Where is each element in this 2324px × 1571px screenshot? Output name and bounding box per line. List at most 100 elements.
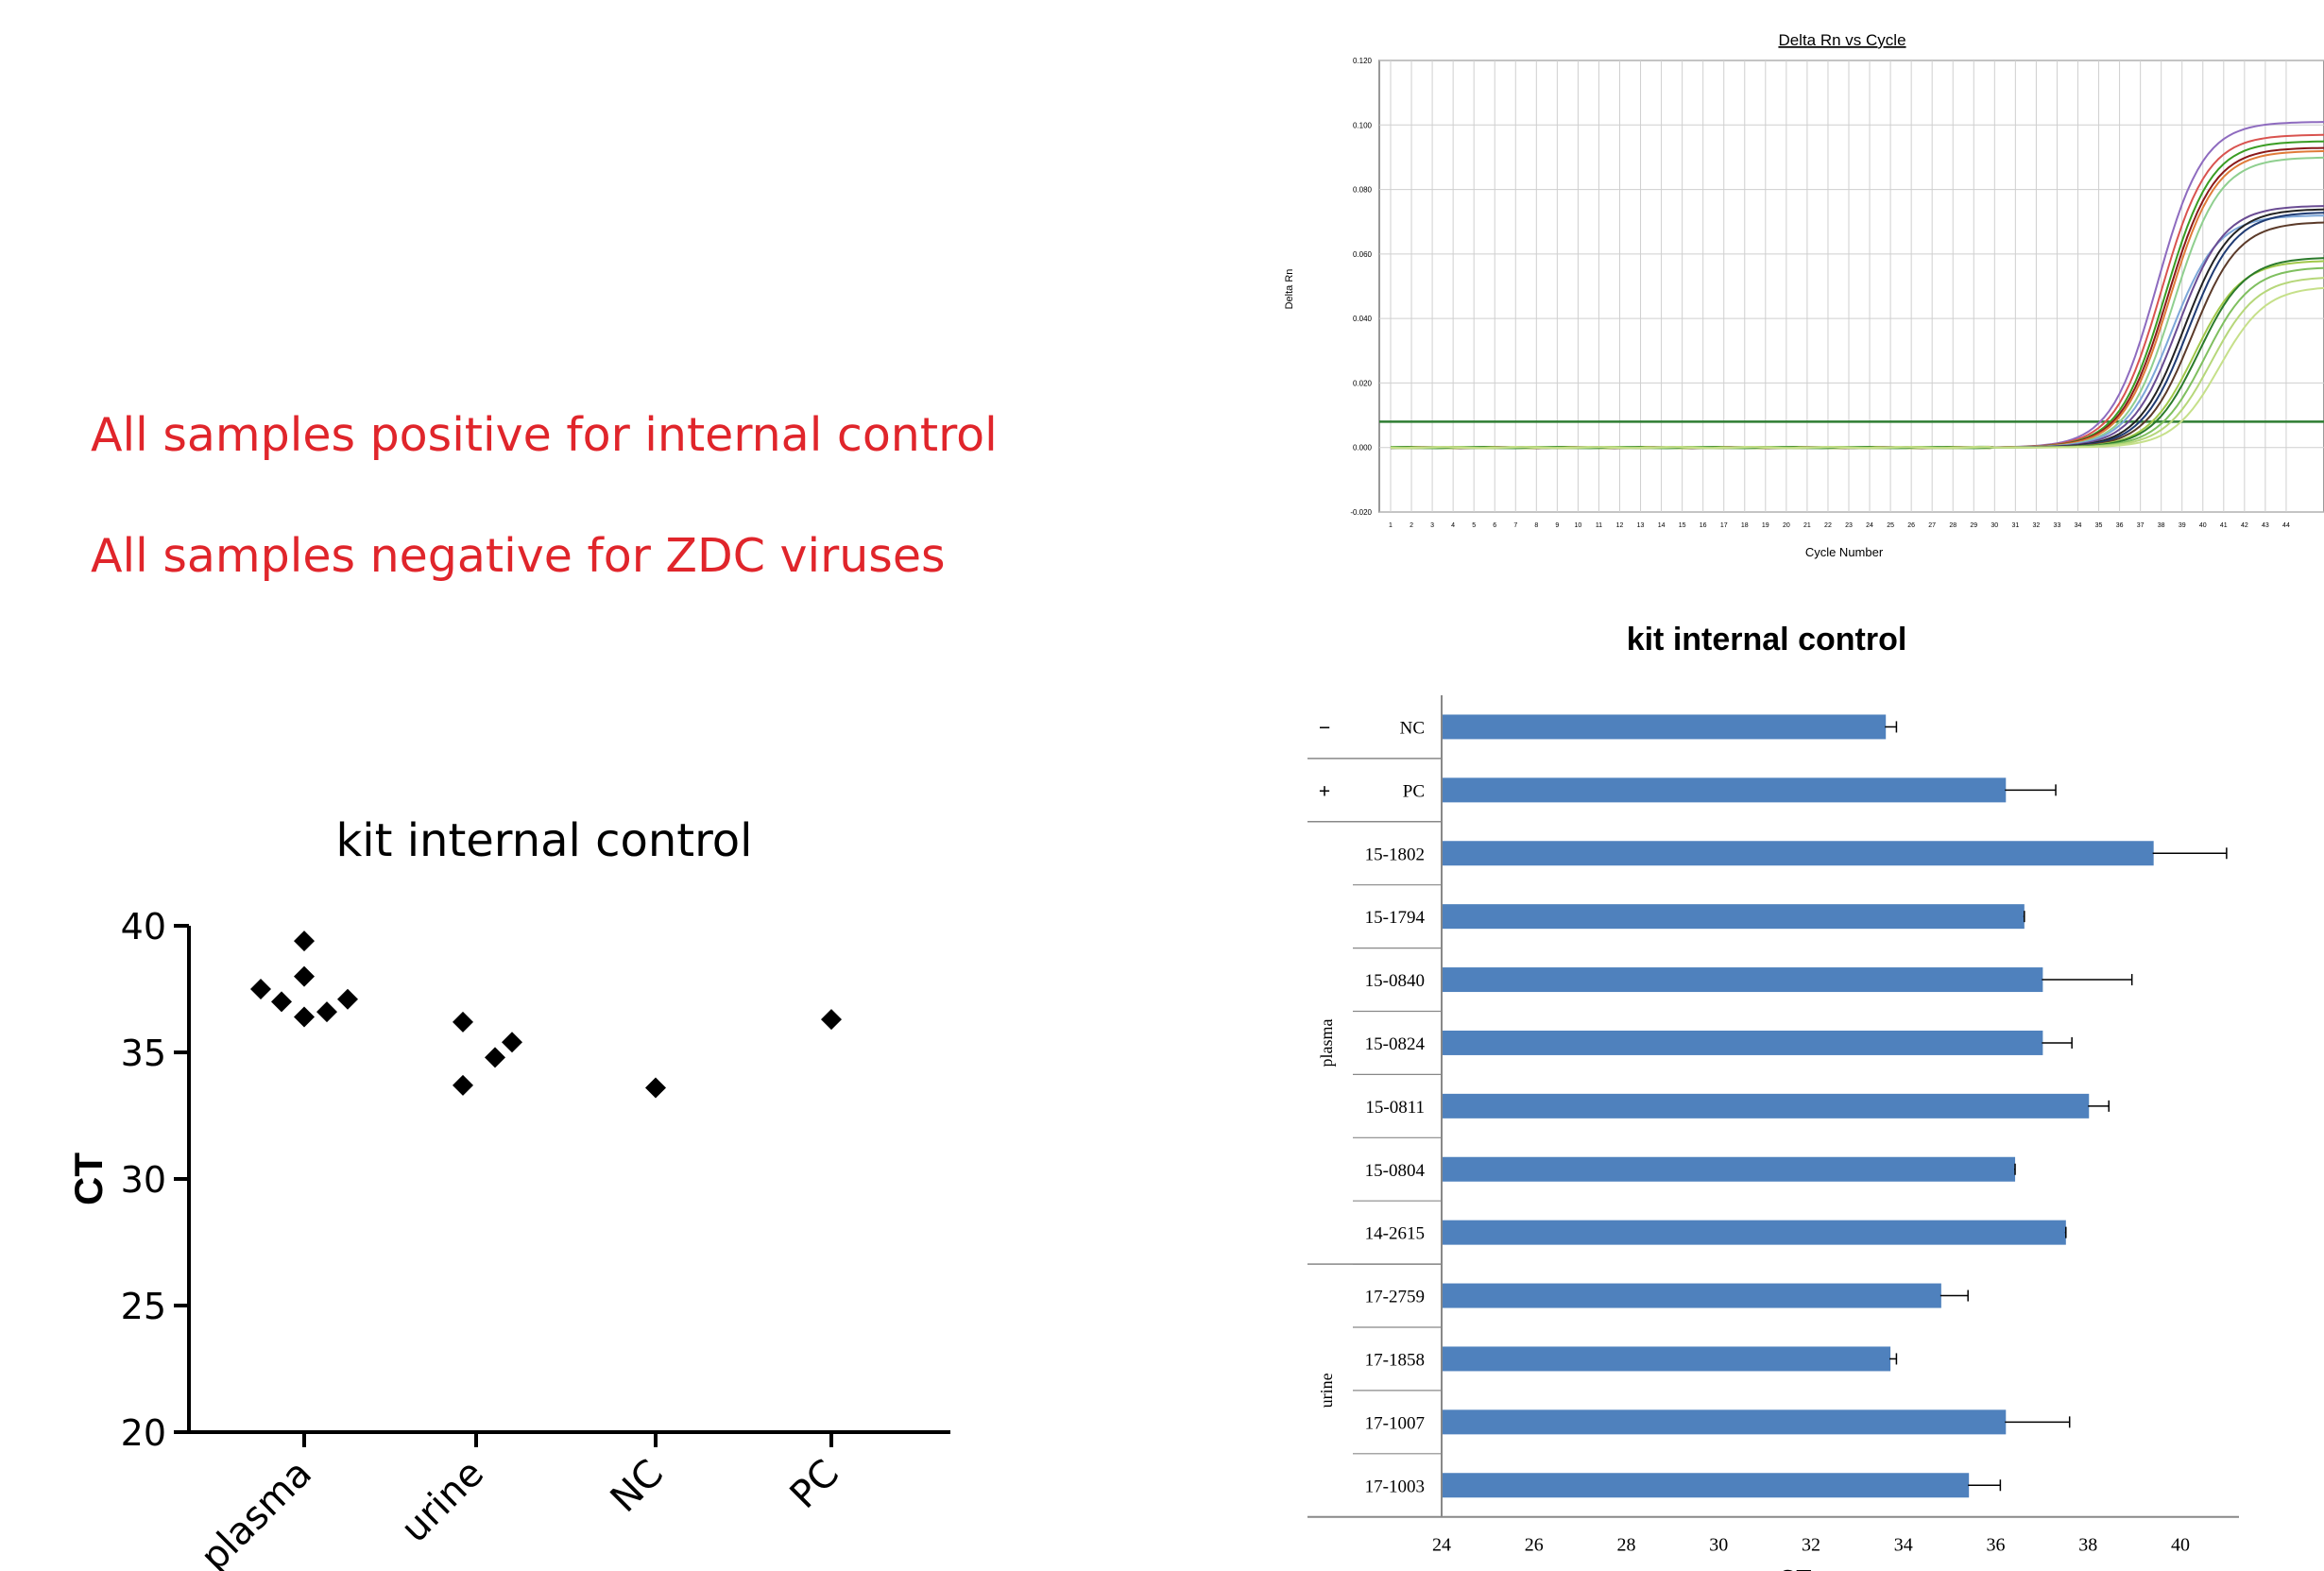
scatter-point — [821, 1009, 842, 1031]
qpcr-x-tick-label: 13 — [1637, 522, 1645, 529]
bar-category-label: 15-0804 — [1365, 1161, 1426, 1181]
qpcr-x-tick-label: 17 — [1720, 522, 1728, 529]
qpcr-x-tick-label: 29 — [1970, 522, 1977, 529]
qpcr-x-tick-label: 19 — [1762, 522, 1769, 529]
bar-frame: 24 26 28 30 32 34 36 38 40 − + plasma urine NC PC 15-18… — [1307, 695, 2239, 1556]
qpcr-x-tick-label: 10 — [1575, 522, 1582, 529]
qpcr-x-tick-label: 38 — [2158, 522, 2165, 529]
qpcr-x-tick-label: 11 — [1596, 522, 1602, 529]
bar-x-tick-label: 28 — [1617, 1535, 1636, 1556]
scatter-y-tick-label: 35 — [121, 1033, 166, 1074]
qpcr-x-tick-label: 22 — [1824, 522, 1832, 529]
bar — [1443, 777, 2007, 803]
qpcr-x-tick-label: 7 — [1513, 522, 1517, 529]
bar-group-label: urine — [1317, 1373, 1336, 1408]
bar — [1443, 1220, 2066, 1245]
scatter-point — [453, 1011, 473, 1033]
bar — [1443, 1473, 1970, 1498]
scatter-point — [294, 965, 315, 987]
qpcr-x-tick-label: 32 — [2033, 522, 2041, 529]
scatter-point — [250, 979, 271, 999]
scatter-point — [502, 1032, 522, 1053]
bar-category-label: 17-2759 — [1365, 1288, 1425, 1307]
scatter-x-tick-label: urine — [393, 1452, 492, 1551]
scatter-point — [294, 1006, 315, 1028]
bar — [1443, 1409, 2007, 1435]
qpcr-x-tick-label: 21 — [1803, 522, 1811, 529]
bar-category-label: NC — [1400, 718, 1425, 738]
bar — [1443, 1030, 2043, 1055]
qpcr-y-tick-label: 0.040 — [1353, 315, 1373, 323]
qpcr-x-tick-label: 24 — [1866, 522, 1873, 529]
bar-category-label: 14-2615 — [1365, 1224, 1425, 1244]
scatter-point — [645, 1077, 666, 1099]
bar — [1443, 1156, 2016, 1182]
bar-x-tick-label: 38 — [2078, 1535, 2097, 1556]
qpcr-x-tick-label: 36 — [2116, 522, 2124, 529]
qpcr-x-tick-label: 26 — [1907, 522, 1915, 529]
qpcr-y-tick-label: 0.120 — [1353, 57, 1373, 65]
scatter-point — [485, 1047, 505, 1068]
bar-x-tick-label: 32 — [1802, 1535, 1820, 1556]
qpcr-x-tick-label: 42 — [2241, 522, 2248, 529]
qpcr-y-tick-label: 0.100 — [1353, 121, 1373, 129]
qpcr-curves — [1379, 121, 2324, 450]
bar-x-tick-label: 24 — [1432, 1535, 1451, 1556]
scatter-point — [316, 1001, 337, 1023]
qpcr-x-tick-label: 44 — [2282, 522, 2290, 529]
qpcr-x-tick-label: 5 — [1472, 522, 1476, 529]
scatter-points — [250, 931, 842, 1099]
qpcr-x-tick-label: 28 — [1949, 522, 1957, 529]
qpcr-y-tick-label: 0.060 — [1353, 250, 1373, 259]
qpcr-y-tick-label: 0.080 — [1353, 186, 1373, 195]
bar-category-label: 17-1003 — [1365, 1477, 1425, 1496]
qpcr-x-tick-label: 39 — [2179, 522, 2186, 529]
qpcr-x-tick-label: 27 — [1928, 522, 1936, 529]
qpcr-y-tick-label: 0.020 — [1353, 379, 1373, 387]
qpcr-x-tick-label: 30 — [1991, 522, 1998, 529]
scatter-point — [294, 931, 315, 952]
scatter-point — [271, 991, 292, 1013]
bar — [1443, 841, 2154, 866]
qpcr-title: Delta Rn vs Cycle — [1778, 31, 1905, 49]
scatter-x-tick-label: NC — [603, 1452, 672, 1521]
bar-title: kit internal control — [1627, 622, 1907, 657]
qpcr-x-tick-label: 2 — [1410, 522, 1413, 529]
qpcr-ylabel: Delta Rn — [1284, 269, 1295, 310]
qpcr-x-tick-label: 8 — [1534, 522, 1538, 529]
bar — [1443, 1093, 2090, 1118]
qpcr-x-tick-label: 43 — [2262, 522, 2269, 529]
qpcr-y-tick-label: -0.020 — [1350, 508, 1372, 517]
bar-category-label: 15-0824 — [1365, 1034, 1426, 1054]
qpcr-x-tick-label: 37 — [2137, 522, 2145, 529]
qpcr-x-tick-label: 41 — [2220, 522, 2228, 529]
bar-x-tick-label: 34 — [1894, 1535, 1913, 1556]
qpcr-x-tick-label: 4 — [1451, 522, 1455, 529]
qpcr-x-tick-label: 1 — [1389, 522, 1393, 529]
bar — [1443, 904, 2025, 930]
qpcr-grid: 0.120 0.100 0.080 0.060 0.040 0.020 0.000 -0.02… — [1350, 57, 2324, 529]
qpcr-x-tick-label: 18 — [1741, 522, 1749, 529]
bar-category-label: 15-0811 — [1365, 1098, 1425, 1118]
qpcr-x-tick-label: 9 — [1555, 522, 1559, 529]
bar — [1443, 967, 2043, 993]
scatter-y-tick-label: 40 — [121, 906, 166, 948]
bar-x-tick-label: 40 — [2171, 1535, 2190, 1556]
qpcr-x-tick-label: 20 — [1783, 522, 1790, 529]
bar-category-label: 17-1007 — [1365, 1413, 1425, 1433]
note-zdc-negative: All samples negative for ZDC viruses — [91, 529, 946, 583]
bar-category-label: 15-1794 — [1365, 908, 1426, 928]
bar-group-label: plasma — [1317, 1018, 1336, 1067]
bar-category-label: 15-0840 — [1365, 971, 1425, 991]
bar-x-tick-label: 30 — [1709, 1535, 1728, 1556]
scatter-title: kit internal control — [335, 814, 752, 867]
scatter-x-tick-label: plasma — [193, 1452, 320, 1571]
qpcr-x-tick-label: 34 — [2075, 522, 2082, 529]
scatter-x-tick-label: PC — [782, 1452, 847, 1517]
scatter-y-tick-label: 25 — [121, 1286, 166, 1327]
qpcr-x-tick-label: 40 — [2199, 522, 2207, 529]
qpcr-x-tick-label: 14 — [1658, 522, 1666, 529]
scatter-point — [453, 1074, 473, 1096]
bar-group-label: + — [1319, 778, 1331, 802]
qpcr-x-tick-label: 15 — [1679, 522, 1686, 529]
